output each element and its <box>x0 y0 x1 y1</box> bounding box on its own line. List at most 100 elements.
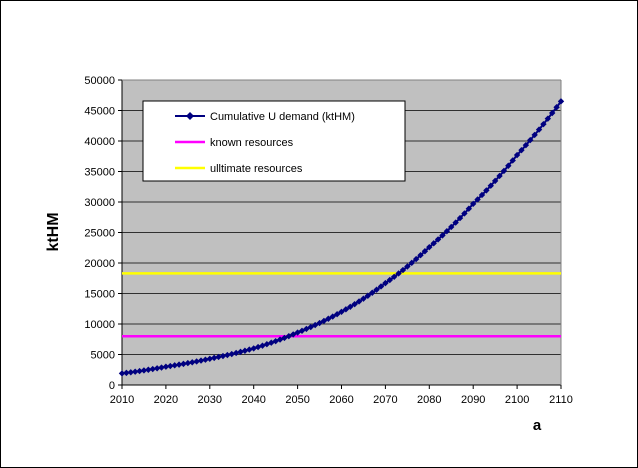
demand-marker-92 <box>522 141 530 149</box>
demand-marker-8 <box>153 365 161 372</box>
x-tick-label-0: 2010 <box>110 394 134 406</box>
demand-marker-73 <box>439 232 446 239</box>
demand-marker-78 <box>461 210 468 217</box>
legend-marker-demand <box>186 112 194 120</box>
demand-marker-7 <box>149 365 156 373</box>
series-layer <box>118 98 565 377</box>
y-tick-label-6: 30000 <box>84 197 115 209</box>
demand-marker-82 <box>478 191 486 199</box>
x-tick-label-1: 2020 <box>154 394 178 406</box>
demand-marker-20 <box>206 355 213 362</box>
demand-marker-67 <box>412 255 420 263</box>
x-tick-label-5: 2060 <box>329 394 353 406</box>
demand-marker-63 <box>395 270 402 277</box>
demand-marker-77 <box>456 214 464 222</box>
demand-marker-12 <box>171 362 178 369</box>
demand-marker-62 <box>390 273 398 280</box>
demand-marker-64 <box>399 266 407 274</box>
x-tick-label-10: 2110 <box>549 394 573 406</box>
demand-marker-2 <box>127 369 134 376</box>
y-tick-label-4: 20000 <box>84 258 115 270</box>
demand-marker-19 <box>202 356 209 363</box>
demand-marker-5 <box>140 367 148 374</box>
demand-marker-48 <box>329 313 336 320</box>
demand-marker-75 <box>448 223 455 231</box>
demand-marker-28 <box>241 347 249 354</box>
demand-marker-17 <box>193 358 200 365</box>
demand-marker-23 <box>219 352 227 360</box>
demand-marker-80 <box>470 200 477 208</box>
x-tick-label-3: 2040 <box>241 394 265 406</box>
demand-marker-56 <box>364 292 372 299</box>
demand-marker-26 <box>232 349 240 357</box>
demand-marker-49 <box>333 310 341 318</box>
y-tick-label-2: 10000 <box>84 319 115 331</box>
demand-marker-79 <box>465 205 473 212</box>
demand-marker-96 <box>540 120 547 128</box>
demand-marker-11 <box>167 362 174 370</box>
demand-marker-46 <box>320 317 328 325</box>
demand-marker-21 <box>210 354 218 362</box>
y-tick-label-1: 5000 <box>91 350 115 362</box>
demand-marker-52 <box>347 303 354 310</box>
demand-marker-84 <box>487 182 494 189</box>
demand-marker-89 <box>509 157 516 164</box>
legend-label-demand: Cumulative U demand (ktHM) <box>210 111 355 123</box>
demand-marker-70 <box>426 243 433 251</box>
demand-marker-16 <box>189 359 196 366</box>
demand-marker-61 <box>386 276 393 284</box>
y-tick-label-9: 45000 <box>84 106 115 118</box>
demand-marker-72 <box>434 236 442 243</box>
x-tick-label-2: 2030 <box>198 394 222 406</box>
x-tick-label-8: 2090 <box>461 394 485 406</box>
x-tick-label-9: 2100 <box>505 394 529 406</box>
demand-marker-22 <box>215 353 222 361</box>
demand-marker-4 <box>136 367 143 375</box>
demand-marker-57 <box>369 289 376 296</box>
x-tick-label-4: 2050 <box>285 394 309 406</box>
y-tick-label-5: 25000 <box>84 228 115 240</box>
y-tick-label-10: 50000 <box>84 75 115 87</box>
demand-marker-13 <box>175 361 183 368</box>
x-tick-label-6: 2070 <box>373 394 397 406</box>
demand-marker-97 <box>544 115 552 122</box>
demand-marker-44 <box>311 321 319 329</box>
demand-marker-68 <box>417 252 424 259</box>
demand-marker-15 <box>184 359 192 367</box>
demand-marker-55 <box>360 295 367 302</box>
legend: Cumulative U demand (ktHM) known resourc… <box>142 100 406 182</box>
demand-marker-94 <box>531 131 538 139</box>
demand-marker-71 <box>430 240 437 247</box>
x-axis-title: a <box>533 417 542 434</box>
demand-marker-98 <box>549 109 556 117</box>
y-tick-label-8: 40000 <box>84 136 115 148</box>
demand-marker-54 <box>355 298 363 305</box>
demand-marker-1 <box>123 369 130 377</box>
demand-marker-99 <box>553 104 560 111</box>
demand-marker-50 <box>338 308 345 315</box>
demand-marker-24 <box>224 351 231 359</box>
demand-marker-27 <box>237 348 244 356</box>
demand-marker-9 <box>158 364 165 371</box>
y-tick-label-0: 0 <box>109 380 115 392</box>
x-tick-label-7: 2080 <box>417 394 441 406</box>
demand-marker-59 <box>377 283 385 290</box>
demand-marker-58 <box>373 286 380 293</box>
legend-label-known: known resources <box>210 137 294 149</box>
demand-marker-90 <box>513 151 521 159</box>
demand-marker-93 <box>527 136 534 144</box>
demand-marker-86 <box>496 172 503 180</box>
demand-marker-95 <box>535 126 543 133</box>
demand-marker-65 <box>404 263 411 270</box>
demand-marker-45 <box>316 319 323 327</box>
demand-marker-76 <box>452 219 459 226</box>
demand-marker-83 <box>483 187 490 194</box>
demand-marker-100 <box>557 98 565 105</box>
demand-marker-6 <box>145 366 152 373</box>
demand-marker-51 <box>342 306 350 313</box>
demand-marker-10 <box>162 363 170 370</box>
demand-marker-47 <box>325 315 332 322</box>
y-axis-title: ktHM <box>45 212 62 251</box>
demand-marker-25 <box>228 350 235 358</box>
